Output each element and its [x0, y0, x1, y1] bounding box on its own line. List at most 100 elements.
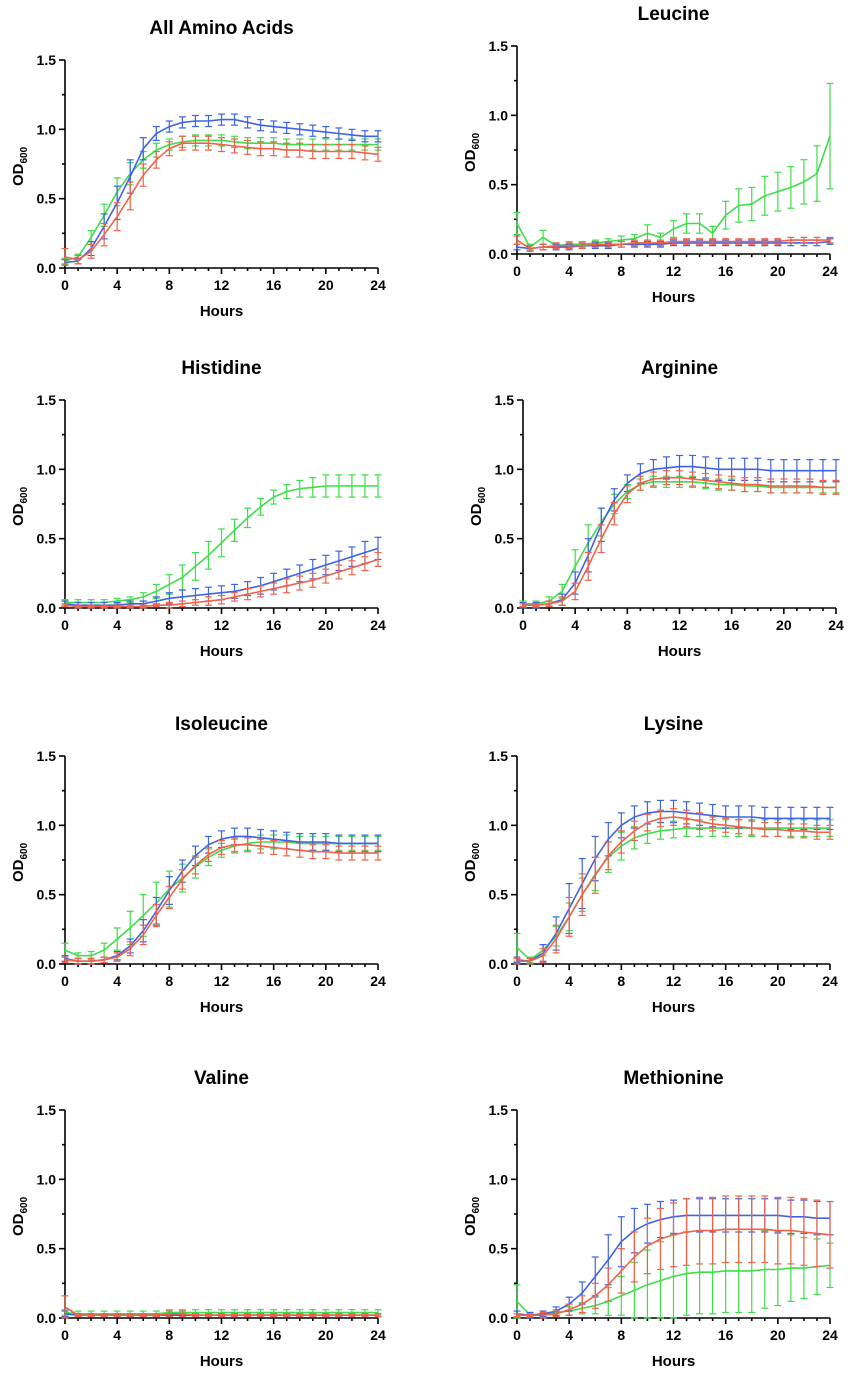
x-tick-label: 24: [370, 277, 386, 293]
x-tick-label: 0: [513, 1327, 521, 1343]
x-tick-label: 16: [266, 277, 282, 293]
y-axis-label: OD600: [462, 842, 482, 882]
x-tick-label: 0: [61, 1327, 69, 1343]
y-tick-label: 0.5: [489, 1241, 509, 1257]
x-tick-label: 0: [519, 617, 527, 633]
y-tick-label: 1.0: [495, 461, 515, 477]
x-tick-label: 8: [617, 973, 625, 989]
x-tick-label: 0: [61, 617, 69, 633]
y-tick-label: 1.0: [37, 121, 57, 137]
series-red: [61, 1295, 382, 1319]
x-axis-label: Hours: [200, 999, 243, 1016]
y-tick-label: 0.0: [489, 1310, 509, 1326]
x-axis-label: Hours: [652, 289, 695, 306]
y-axis-label: OD600: [462, 132, 482, 172]
y-axis-label: OD600: [10, 486, 30, 526]
x-tick-label: 16: [718, 1327, 734, 1343]
y-tick-label: 0.0: [37, 1310, 57, 1326]
y-tick-label: 1.5: [37, 52, 57, 68]
x-tick-label: 8: [165, 973, 173, 989]
series-line-green: [516, 827, 830, 961]
x-tick-label: 16: [718, 973, 734, 989]
y-axis-label-main: OD: [462, 859, 479, 882]
chart-title: Lysine: [644, 714, 704, 735]
x-tick-label: 20: [776, 617, 792, 633]
chart-arginine: Arginine 0.0 0.5 1.0 1.5 0 4 8 12 16 20 24 Hours OD60…: [458, 340, 851, 670]
y-axis-label-main: OD: [462, 1213, 479, 1236]
x-tick-label: 0: [61, 973, 69, 989]
y-tick-label: 1.5: [37, 748, 57, 764]
y-tick-label: 0.5: [37, 531, 57, 547]
x-tick-label: 8: [165, 1327, 173, 1343]
y-axis-label-subscript: 600: [471, 1196, 482, 1213]
x-axis-label: Hours: [652, 999, 695, 1016]
x-tick-label: 16: [266, 1327, 282, 1343]
x-tick-label: 24: [822, 973, 838, 989]
chart-svg: Methionine 0.0 0.5 1.0 1.5 0 4 8 12 16 20 24 Hours OD…: [462, 1068, 838, 1370]
x-tick-label: 24: [370, 1327, 386, 1343]
x-tick-label: 4: [113, 277, 121, 293]
series-line-red: [64, 558, 379, 608]
chart-lysine: Lysine 0.0 0.5 1.0 1.5 0 4 8 12 16 20 24 Hours OD600: [452, 696, 851, 1026]
y-axis-label-main: OD: [10, 1213, 27, 1236]
y-tick-label: 1.5: [489, 748, 509, 764]
y-tick-label: 1.0: [489, 1171, 509, 1187]
y-tick-label: 1.5: [489, 1102, 509, 1118]
y-tick-label: 1.0: [37, 817, 57, 833]
series-red: [61, 135, 382, 266]
x-tick-label: 8: [623, 617, 631, 633]
series-green: [513, 819, 834, 964]
x-tick-label: 4: [571, 617, 579, 633]
y-tick-label: 0.5: [37, 1241, 57, 1257]
chart-title: Arginine: [641, 358, 718, 379]
x-tick-label: 20: [318, 617, 334, 633]
chart-svg: Arginine 0.0 0.5 1.0 1.5 0 4 8 12 16 20 24 Hours OD60…: [468, 358, 844, 660]
y-axis-label-subscript: 600: [19, 146, 30, 163]
chart-svg: All Amino Acids 0.0 0.5 1.0 1.5 0 4 8 12 16 20 24 Ho…: [10, 18, 386, 320]
x-tick-label: 12: [214, 973, 230, 989]
y-tick-label: 0.5: [37, 191, 57, 207]
series-green: [519, 475, 840, 608]
chart-title: Leucine: [638, 4, 710, 25]
y-axis-label-subscript: 600: [19, 842, 30, 859]
series-green: [61, 134, 382, 265]
x-tick-label: 8: [165, 277, 173, 293]
series-line-green: [64, 841, 378, 957]
x-tick-label: 20: [318, 973, 334, 989]
x-tick-label: 24: [822, 1327, 838, 1343]
y-tick-label: 0.5: [37, 887, 57, 903]
y-tick-label: 1.5: [37, 392, 57, 408]
y-tick-label: 1.5: [495, 392, 515, 408]
x-tick-label: 12: [214, 617, 230, 633]
y-axis-label-subscript: 600: [19, 1196, 30, 1213]
series-line-red: [64, 843, 378, 963]
series-line-red: [64, 142, 379, 261]
x-tick-label: 12: [666, 263, 682, 279]
x-tick-label: 4: [565, 263, 573, 279]
y-tick-label: 0.0: [37, 600, 57, 616]
series-red: [513, 235, 834, 252]
series-green: [513, 82, 834, 251]
chart-leucine: Leucine 0.0 0.5 1.0 1.5 0 4 8 12 16 20 24 Hours OD600: [452, 0, 851, 316]
y-tick-label: 1.5: [37, 1102, 57, 1118]
y-axis-label-main: OD: [10, 859, 27, 882]
x-tick-label: 8: [617, 263, 625, 279]
chart-methionine: Methionine 0.0 0.5 1.0 1.5 0 4 8 12 16 20 24 Hours OD…: [452, 1050, 851, 1380]
x-tick-label: 0: [61, 277, 69, 293]
chart-svg: Histidine 0.0 0.5 1.0 1.5 0 4 8 12 16 20 24 Hours OD6…: [10, 358, 386, 660]
series-line-red: [517, 816, 830, 963]
y-tick-label: 1.0: [37, 1171, 57, 1187]
x-tick-label: 12: [214, 1327, 230, 1343]
y-axis-label-subscript: 600: [477, 486, 488, 503]
series-red: [513, 1195, 834, 1319]
series-line-red: [64, 1306, 378, 1317]
x-axis-label: Hours: [200, 303, 243, 320]
series-line-green: [523, 481, 836, 605]
series-red: [61, 551, 382, 609]
y-tick-label: 0.0: [37, 260, 57, 276]
x-tick-label: 16: [718, 263, 734, 279]
x-tick-label: 8: [617, 1327, 625, 1343]
y-tick-label: 0.5: [495, 531, 515, 547]
x-axis-label: Hours: [658, 643, 701, 660]
y-tick-label: 0.0: [495, 600, 515, 616]
